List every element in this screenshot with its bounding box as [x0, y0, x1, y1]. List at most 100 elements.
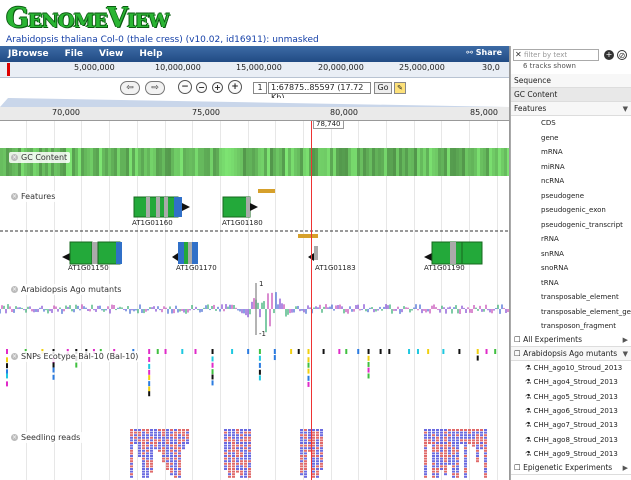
track-item-mrna[interactable]: mRNA [541, 148, 563, 156]
gene-at1g01190[interactable] [424, 241, 483, 265]
zoom-out-small-button[interactable]: − [196, 82, 207, 93]
gc-bin [303, 148, 306, 176]
cursor-position-line [311, 121, 312, 480]
read-mark [240, 455, 243, 457]
remove-track-icon[interactable]: ⊘ [617, 50, 627, 60]
read-mark [174, 439, 177, 442]
read-mark [320, 452, 323, 455]
category-sequence[interactable]: Sequence [511, 74, 631, 88]
track-item-rrna[interactable]: rRNA [541, 235, 559, 243]
track-item-chh-ago6-stroud-2013[interactable]: ⚗ CHH_ago6_Stroud_2013 [511, 404, 631, 419]
go-button[interactable]: Go [374, 82, 392, 94]
track-item-chh-ago9-stroud-2013[interactable]: ⚗ CHH_ago9_Stroud_2013 [511, 447, 631, 462]
track-item-chh-ago10-stroud-2013[interactable]: ⚗ CHH_ago10_Stroud_2013 [511, 361, 631, 376]
read-mark [228, 429, 231, 431]
checkbox-icon[interactable]: ☐ [514, 335, 524, 344]
category-epigenetic[interactable]: ☐ Epigenetic Experiments ▶ [511, 461, 631, 475]
track-label-gc-content[interactable]: × GC Content [9, 152, 71, 163]
chromosome-overview[interactable]: 5,000,000 10,000,000 15,000,000 20,000,0… [0, 62, 509, 78]
track-item-snrna[interactable]: snRNA [541, 249, 564, 258]
track-label-features[interactable]: × Features [9, 191, 59, 202]
ruler-tick: 85,000 [470, 108, 498, 117]
read-mark [244, 468, 247, 470]
read-mark [170, 465, 173, 468]
close-icon[interactable]: × [11, 286, 18, 293]
add-track-icon[interactable]: + [604, 50, 614, 60]
gc-bin [123, 148, 126, 176]
track-item-cds[interactable]: CDS [541, 119, 556, 127]
track-item-pseudogenic-transcript[interactable]: pseudogenic_transcript [541, 220, 623, 229]
track-item-ncrna[interactable]: ncRNA [541, 177, 565, 185]
track-label-seedling-reads[interactable]: × Seedling reads [9, 432, 84, 443]
genomeview-logo: GenomeView [6, 3, 170, 34]
read-mark [480, 439, 483, 442]
category-all-experiments[interactable]: ☐ All Experiments ▶ [511, 333, 631, 347]
read-mark [484, 460, 487, 463]
menu-view[interactable]: View [99, 49, 124, 59]
track-item-transposon-fragment[interactable]: transposon_fragment [541, 322, 616, 330]
read-mark [130, 460, 133, 463]
close-icon[interactable]: × [11, 434, 18, 441]
checkbox-icon[interactable]: ☐ [514, 463, 524, 472]
pan-right-button[interactable]: ⇨ [145, 81, 165, 95]
track-item-chh-ago8-stroud-2013[interactable]: ⚗ CHH_ago8_Stroud_2013 [511, 433, 631, 448]
zoom-in-small-button[interactable]: + [212, 82, 223, 93]
overview-location-marker[interactable] [7, 63, 10, 76]
gene-at1g01183[interactable] [298, 234, 318, 261]
track-item-mirna[interactable]: miRNA [541, 162, 565, 171]
track-item-chh-ago5-stroud-2013[interactable]: ⚗ CHH_ago5_Stroud_2013 [511, 390, 631, 405]
gc-bin [489, 148, 492, 176]
clear-filter-icon[interactable]: ✕ [515, 50, 522, 59]
gene-at1g01170[interactable] [172, 242, 198, 264]
menu-help[interactable]: Help [139, 49, 163, 59]
zoom-out-large-button[interactable]: − [178, 80, 192, 94]
position-ruler[interactable]: 70,000 75,000 80,000 85,000 [0, 107, 509, 121]
jbrowse-brand[interactable]: JBrowse [8, 49, 49, 59]
pan-left-button[interactable]: ⇦ [120, 81, 140, 95]
close-icon[interactable]: × [11, 154, 18, 161]
read-mark [444, 429, 447, 431]
track-item-transposable-element-gene[interactable]: transposable_element_gene [541, 307, 631, 316]
gene-at1g01180[interactable] [222, 189, 275, 218]
read-mark [432, 475, 435, 478]
track-item-transposable-element[interactable]: transposable_element [541, 293, 619, 301]
track-label-ago-mutants[interactable]: × Arabidopsis Ago mutants [9, 284, 125, 295]
close-icon[interactable]: × [11, 193, 18, 200]
read-mark [484, 429, 487, 431]
category-gc-content[interactable]: GC Content [511, 88, 631, 102]
track-item-gene[interactable]: gene [541, 133, 559, 142]
track-item-pseudogene[interactable]: pseudogene [541, 191, 585, 200]
read-mark [300, 462, 303, 465]
track-label-snps[interactable]: × SNPs Ecotype Bal-10 (Bal-10) [9, 351, 142, 362]
read-mark [444, 473, 447, 476]
read-mark [178, 465, 181, 468]
track-item-chh-ago7-stroud-2013[interactable]: ⚗ CHH_ago7_Stroud_2013 [511, 418, 631, 433]
read-mark [166, 429, 169, 431]
zoom-in-large-button[interactable]: + [228, 80, 242, 94]
read-mark [130, 449, 133, 452]
menu-file[interactable]: File [64, 49, 84, 59]
gene-at1g01150[interactable] [62, 241, 122, 265]
category-label: All Experiments [523, 335, 583, 344]
gc-bin [198, 148, 201, 176]
reference-sequence-select[interactable]: 1 [253, 82, 267, 94]
track-item-snorna[interactable]: snoRNA [541, 264, 569, 272]
read-mark [182, 447, 185, 450]
track-item-pseudogenic-exon[interactable]: pseudogenic_exon [541, 206, 606, 214]
category-ago-mutants[interactable]: ☐ Arabidopsis Ago mutants ▼ [511, 347, 631, 361]
track-item-chh-ago4-stroud-2013[interactable]: ⚗ CHH_ago4_Stroud_2013 [511, 375, 631, 390]
read-mark [444, 436, 447, 439]
gene-at1g01160[interactable] [133, 196, 190, 218]
read-mark [448, 439, 451, 442]
track-filter-input[interactable]: filter by text [513, 49, 599, 61]
track-item-trna[interactable]: tRNA [541, 278, 559, 287]
highlight-button[interactable]: ✎ [394, 82, 406, 94]
track-area[interactable]: AT1G01160 AT1G01180 AT1G01150 AT1G01170 … [0, 121, 509, 480]
category-features[interactable]: Features ▼ [511, 102, 631, 116]
checkbox-icon[interactable]: ☐ [514, 349, 524, 358]
close-icon[interactable]: × [11, 353, 18, 360]
share-button[interactable]: ⚯ Share [466, 48, 502, 57]
read-mark [440, 462, 443, 465]
dataset-subtitle[interactable]: Arabidopsis thaliana Col-0 (thale cress)… [6, 35, 319, 45]
location-input[interactable]: 1:67875..85597 (17.72 Kb) [268, 82, 371, 102]
